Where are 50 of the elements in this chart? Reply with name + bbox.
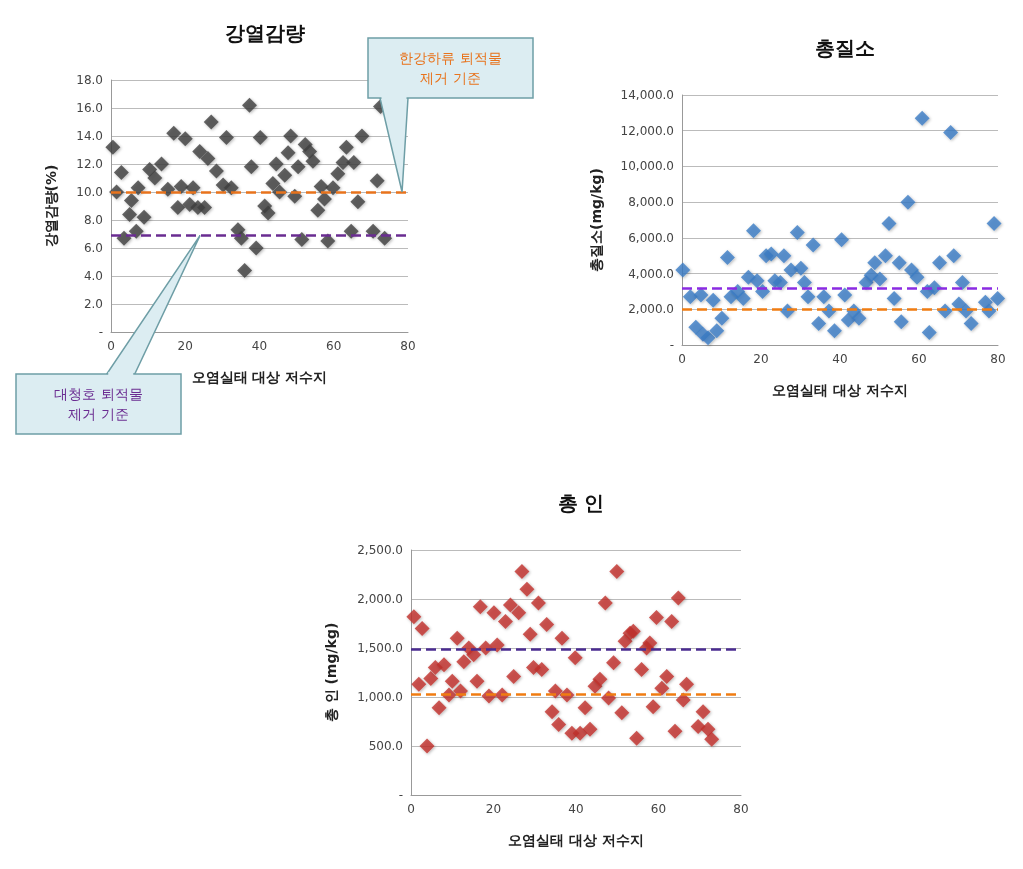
y-tick-label: 16.0 xyxy=(76,101,103,115)
x-axis-title: 오염실태 대상 저수지 xyxy=(191,369,328,385)
x-tick-label: 0 xyxy=(407,802,415,816)
x-tick-label: 20 xyxy=(485,802,502,816)
y-tick-label: 2.0 xyxy=(83,297,103,311)
y-tick-label: 1,000.0 xyxy=(357,690,403,704)
y-tick-label: - xyxy=(669,338,674,352)
y-tick-label: - xyxy=(98,325,103,339)
y-axis-title: 강열감량(%) xyxy=(43,164,59,248)
ref-line-label: 한강하류 퇴적물 제거 기준 xyxy=(399,50,502,86)
x-tick-label: 60 xyxy=(650,802,667,816)
x-axis-title: 오염실태 대상 저수지 xyxy=(508,832,644,848)
x-tick-label: 40 xyxy=(568,802,584,816)
y-tick-label: 8,000.0 xyxy=(628,195,674,210)
y-tick-label: 1,500.0 xyxy=(357,641,403,655)
chart-title: 강열감량 xyxy=(224,21,305,45)
y-tick-label: 2,500.0 xyxy=(357,543,403,557)
x-tick-label: 80 xyxy=(733,802,749,816)
y-tick-label: 18.0 xyxy=(76,73,103,87)
y-tick-label: 12,000.0 xyxy=(620,123,674,138)
y-tick-label: 10,000.0 xyxy=(620,159,674,174)
x-tick-label: 60 xyxy=(326,339,342,353)
x-tick-label: 80 xyxy=(400,339,416,353)
chart-title: 총질소 xyxy=(815,36,875,60)
y-axis-title: 총 인 (mg/kg) xyxy=(323,622,339,723)
chart-title: 총 인 xyxy=(557,491,605,515)
y-tick-label: 14.0 xyxy=(76,129,103,143)
y-tick-label: 10.0 xyxy=(76,185,103,199)
x-axis-title: 오염실태 대상 저수지 xyxy=(772,382,908,398)
x-tick-label: 20 xyxy=(177,339,193,353)
y-tick-label: 500.0 xyxy=(368,739,403,753)
y-tick-label: 14,000.0 xyxy=(620,88,674,102)
y-tick-label: 6,000.0 xyxy=(628,230,674,245)
x-tick-label: 0 xyxy=(678,352,686,366)
y-tick-label: 4,000.0 xyxy=(628,266,674,281)
y-tick-label: - xyxy=(398,788,403,802)
x-tick-label: 20 xyxy=(753,352,769,366)
y-tick-label: 12.0 xyxy=(76,157,103,171)
y-tick-label: 2,000.0 xyxy=(628,302,674,317)
y-axis-title: 총질소(mg/kg) xyxy=(588,168,604,272)
x-tick-label: 40 xyxy=(832,352,848,366)
x-tick-label: 80 xyxy=(990,352,1006,366)
y-tick-label: 4.0 xyxy=(83,269,103,283)
x-tick-label: 0 xyxy=(107,339,115,353)
y-tick-label: 2,000.0 xyxy=(357,592,403,606)
y-tick-label: 8.0 xyxy=(83,213,103,227)
x-tick-label: 40 xyxy=(251,339,268,353)
ref-line-label: 대청호 퇴적물 제거 기준 xyxy=(54,386,143,422)
y-tick-label: 6.0 xyxy=(83,241,103,255)
x-tick-label: 60 xyxy=(911,352,927,366)
